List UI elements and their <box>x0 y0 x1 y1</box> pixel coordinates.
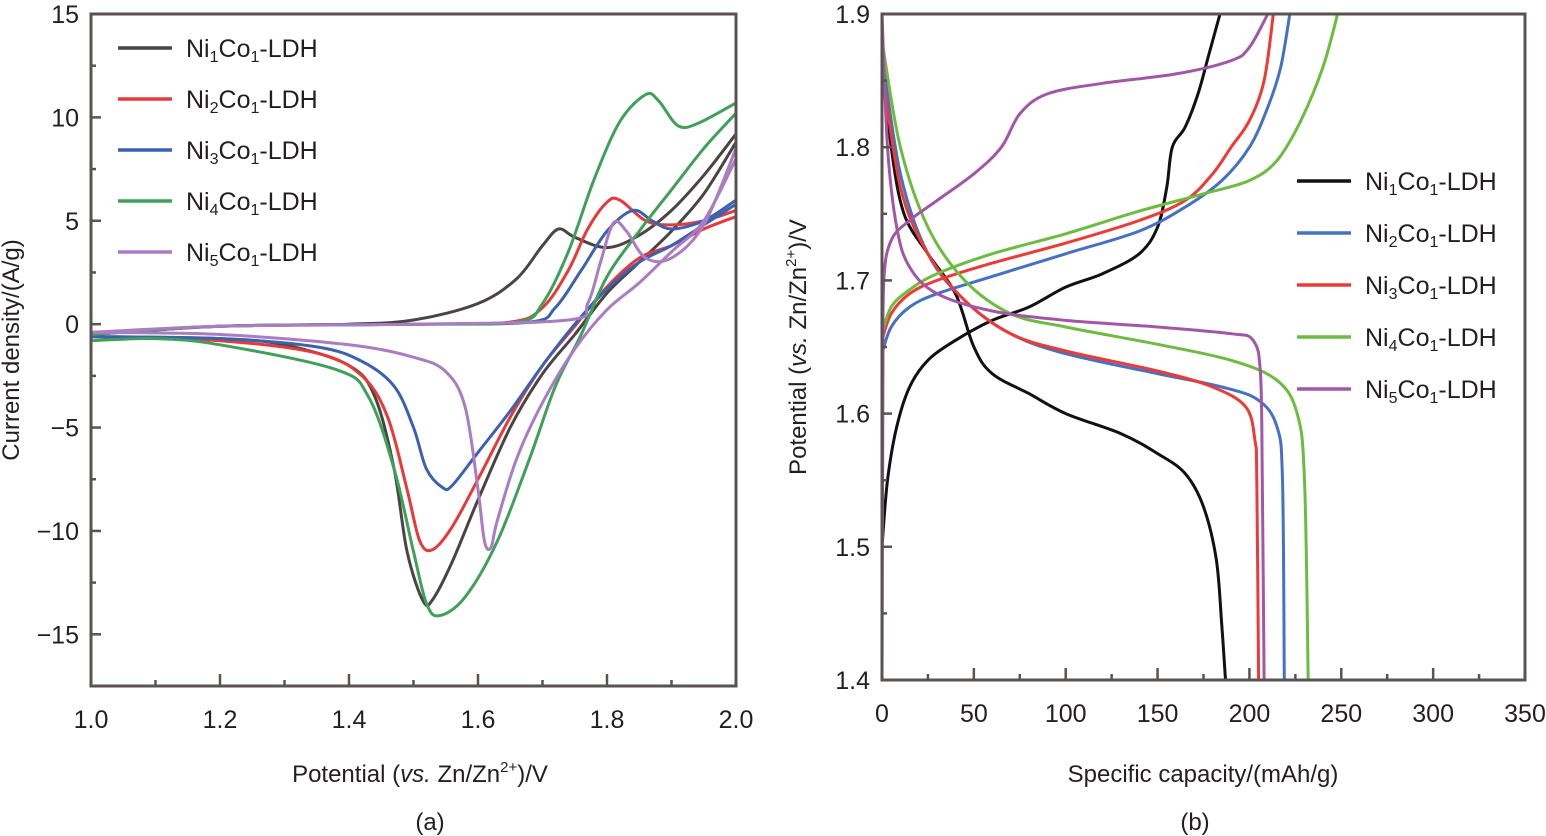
panel-a-legend-label: Ni3Co1-LDH <box>186 137 318 168</box>
panel-b-legend-item: Ni5Co1-LDH <box>1297 376 1497 407</box>
panel-b-series-4-charge-line <box>882 14 1340 336</box>
panel-a-x-tick-label: 1.8 <box>590 706 625 734</box>
panel-a-series-3-cathodic-line <box>91 202 736 492</box>
panel-b-legend-label: Ni4Co1-LDH <box>1365 324 1497 355</box>
panel-a-series-5-anodic-line <box>91 146 736 334</box>
panel-b-series-5-charge-line <box>882 14 1270 680</box>
panel-b-y-tick-label: 1.9 <box>835 1 870 29</box>
panel-a-legend-label: Ni5Co1-LDH <box>186 239 318 270</box>
panel-a-y-tick-label: 0 <box>65 311 79 339</box>
panel-a-x-tick-label: 1.0 <box>74 706 109 734</box>
panel-a-legend-item: Ni2Co1-LDH <box>118 86 318 117</box>
panel-b-label: (b) <box>1180 809 1209 836</box>
panel-b-legend-label: Ni5Co1-LDH <box>1365 376 1497 407</box>
panel-b-series-1-discharge-line <box>882 52 1227 680</box>
panel-a-cv-chart: 1.0 1.2 1.4 1.6 1.8 2.0 15 10 5 0 −5 −10 −15 Ni1Co1-… <box>0 1 753 836</box>
panel-b-series-3-charge-line <box>882 14 1275 342</box>
panel-a-legend-item: Ni4Co1-LDH <box>118 188 318 219</box>
panel-b-y-tick-label: 1.5 <box>835 534 870 562</box>
panel-b-legend-label: Ni1Co1-LDH <box>1365 168 1497 199</box>
panel-a-legend-label: Ni2Co1-LDH <box>186 86 318 117</box>
panel-b-series-4-discharge-line <box>882 39 1310 680</box>
panel-b-x-tick-label: 0 <box>875 700 889 728</box>
panel-a-legend-item: Ni3Co1-LDH <box>118 137 318 168</box>
panel-b-legend-item: Ni3Co1-LDH <box>1297 272 1497 303</box>
panel-a-series-3-anodic-line <box>91 198 736 336</box>
panel-a-label: (a) <box>415 809 444 836</box>
panel-b-y-tick-label: 1.4 <box>835 667 870 695</box>
panel-a-x-tick-label: 2.0 <box>719 706 754 734</box>
panel-a-plot-frame <box>89 12 738 688</box>
panel-a-x-tick-label: 1.6 <box>461 706 496 734</box>
panel-b-charge-discharge-chart: 0 50 100 150 200 250 300 3501.41.51.61.71.81.9 … <box>783 1 1546 836</box>
panel-b-x-tick-label: 350 <box>1504 700 1546 728</box>
panel-b-legend-item: Ni4Co1-LDH <box>1297 324 1497 355</box>
panel-b-x-tick-label: 150 <box>1137 700 1179 728</box>
panel-a-y-tick-label: −5 <box>50 415 79 443</box>
panel-a-y-tick-label: −15 <box>37 621 79 649</box>
panel-b-x-axis-title: Specific capacity/(mAh/g) <box>1068 761 1339 788</box>
panel-b-legend: Ni1Co1-LDH Ni2Co1-LDH Ni3Co1-LDH Ni4Co1-LDH… <box>1297 168 1497 407</box>
panel-a-x-axis-title: Potential (vs. Zn/Zn2+)/V <box>292 759 548 788</box>
panel-a-curves <box>91 91 736 618</box>
panel-a-legend-label: Ni4Co1-LDH <box>186 188 318 219</box>
panel-a-y-tick-label: −10 <box>37 518 79 546</box>
panel-b-y-tick-label: 1.8 <box>835 134 870 162</box>
panel-b-x-tick-label: 200 <box>1229 700 1271 728</box>
panel-b-series-5-discharge-line <box>882 14 1266 680</box>
panel-b-series-1-charge-line <box>882 14 1222 549</box>
panel-a-y-axis-title: Current density/(A/g) <box>0 239 25 460</box>
panel-b-x-tick-label: 50 <box>960 700 988 728</box>
panel-b-y-tick-label: 1.6 <box>835 401 870 429</box>
panel-a-x-tick-label: 1.2 <box>203 706 238 734</box>
panel-b-x-tick-label: 250 <box>1320 700 1362 728</box>
panel-a-legend-item: Ni5Co1-LDH <box>118 239 318 270</box>
panel-b-x-tick-label: 100 <box>1045 700 1087 728</box>
panel-a-y-tick-label: 10 <box>51 104 79 132</box>
panel-b-legend-item: Ni1Co1-LDH <box>1297 168 1497 199</box>
panel-b-x-tick-label: 300 <box>1412 700 1454 728</box>
panel-a-series-4-cathodic-line <box>91 111 736 618</box>
panel-a-legend-label: Ni1Co1-LDH <box>186 35 318 66</box>
panel-b-ticks: 0 50 100 150 200 250 300 350 1.4 1.5 1.6 1.7 1.8 1.9 <box>835 1 1546 728</box>
panel-b-y-axis-title: Potential (vs. Zn/Zn2+)/V <box>783 219 812 475</box>
panel-a-ticks: 1.0 1.2 1.4 1.6 1.8 2.0 15 10 5 0 −5 −10 −15 <box>37 1 754 734</box>
panel-b-curves <box>882 14 1340 680</box>
panel-b-series-2-charge-line <box>882 14 1292 356</box>
panel-b-legend-label: Ni2Co1-LDH <box>1365 220 1497 251</box>
panel-a-legend: Ni1Co1-LDH Ni2Co1-LDH Ni3Co1-LDH Ni4Co1-LDH… <box>118 35 318 270</box>
panel-b-y-tick-label: 1.7 <box>835 267 870 295</box>
panel-a-y-tick-label: 15 <box>51 1 79 29</box>
panel-a-y-tick-label: 5 <box>65 208 79 236</box>
panel-b-legend-item: Ni2Co1-LDH <box>1297 220 1497 251</box>
panel-b-series-2-discharge-line <box>882 52 1286 680</box>
panel-a-legend-item: Ni1Co1-LDH <box>118 35 318 66</box>
panel-b-series-3-discharge-line <box>882 65 1261 680</box>
panel-b-legend-label: Ni3Co1-LDH <box>1365 272 1497 303</box>
panel-a-x-tick-label: 1.4 <box>332 706 367 734</box>
panel-a-series-2-cathodic-line <box>91 215 736 553</box>
panel-a-series-5-cathodic-line <box>91 157 736 551</box>
